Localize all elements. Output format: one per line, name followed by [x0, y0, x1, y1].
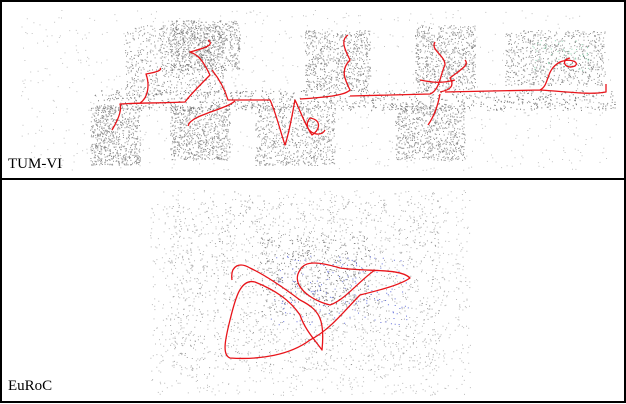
point-cluster	[395, 105, 466, 161]
trajectory	[224, 262, 411, 360]
point-cluster	[170, 200, 441, 371]
panel-label: TUM-VI	[8, 156, 62, 172]
point-cluster	[505, 30, 606, 86]
panel-label: EuRoC	[8, 378, 52, 394]
point-cluster	[90, 105, 141, 166]
point-cluster	[170, 20, 241, 71]
point-cluster	[415, 25, 476, 92]
trajectory-euroc	[224, 262, 411, 360]
trajectory-tumvi	[111, 34, 607, 146]
trajectory	[111, 34, 607, 146]
point-cluster	[150, 190, 471, 396]
point-cluster	[260, 235, 371, 316]
point-cluster	[532, 40, 589, 71]
point-cluster	[170, 105, 231, 161]
point-cluster	[305, 30, 371, 92]
